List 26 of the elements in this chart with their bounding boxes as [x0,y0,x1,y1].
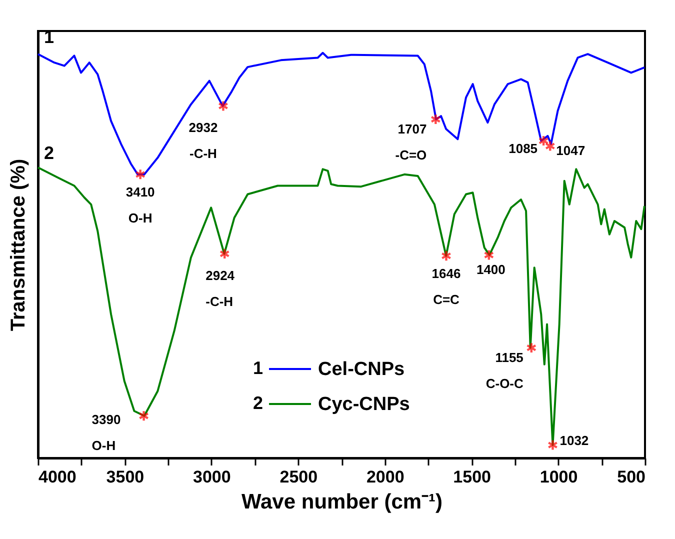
x-tick-label: 4000 [38,468,76,486]
annotation: 2 [44,143,54,163]
x-tick-label: 500 [617,468,646,486]
x-tick-label: 2500 [280,468,318,486]
x-tick-label: 2000 [366,468,404,486]
y-axis-title: Transmittance (%) [8,158,30,332]
annotation: 1400 [476,262,506,278]
annotation: 1085 [508,140,538,156]
annotation: 2924 -C-H [206,268,236,309]
annotation: 3410 O-H [126,184,155,226]
annotation: 1707 -C=O [395,121,427,162]
legend-label: Cel-CNPs [318,359,405,380]
annotation: 1 [252,358,263,378]
x-tick-label: 3500 [106,468,144,486]
legend-label: Cyc-CNPs [318,394,410,415]
annotation: 1155 C-O-C [486,350,524,391]
x-tick-label: 3000 [193,468,231,486]
x-tick-label: 1500 [453,468,491,486]
annotation: 3390 O-H [92,412,121,453]
annotation: 2932 -C-H [188,120,218,161]
annotation: 1047 [556,143,586,158]
x-tick-label: 1000 [540,468,578,486]
annotation: 1032 [560,433,589,448]
annotation: 1646 C=C [432,266,461,307]
text: 2 [252,393,263,413]
x-axis-title: Wave number (cm⁻¹) [241,490,443,514]
